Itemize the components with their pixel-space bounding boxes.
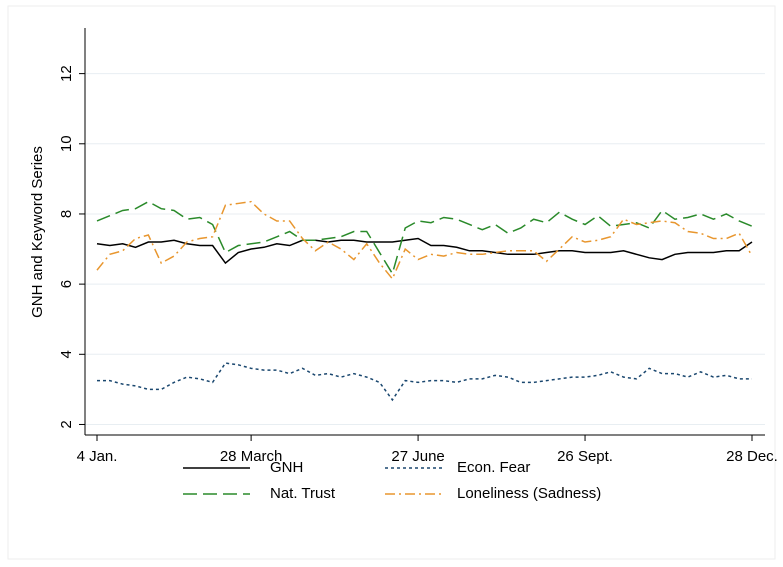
y-tick-label: 12 (58, 65, 75, 82)
x-tick-label: 28 Dec. (726, 448, 778, 465)
y-tick-label: 10 (58, 135, 75, 152)
y-axis-label: GNH and Keyword Series (29, 146, 46, 318)
x-tick-label: 27 June (391, 448, 444, 465)
legend-label: Econ. Fear (457, 459, 530, 476)
legend-label: Loneliness (Sadness) (457, 485, 601, 502)
x-tick-label: 4 Jan. (77, 448, 118, 465)
y-tick-label: 2 (58, 420, 75, 428)
x-tick-label: 26 Sept. (557, 448, 613, 465)
series-line (97, 362, 752, 402)
series-line (96, 200, 753, 276)
y-tick-label: 6 (58, 280, 75, 288)
series-line (96, 237, 753, 265)
series-line (96, 200, 753, 281)
x-tick-label: 28 March (220, 448, 283, 465)
chart-frame (7, 5, 776, 560)
y-tick-label: 4 (58, 350, 75, 358)
legend-label: GNH (270, 459, 303, 476)
y-tick-label: 8 (58, 210, 75, 218)
legend-label: Nat. Trust (270, 485, 336, 502)
